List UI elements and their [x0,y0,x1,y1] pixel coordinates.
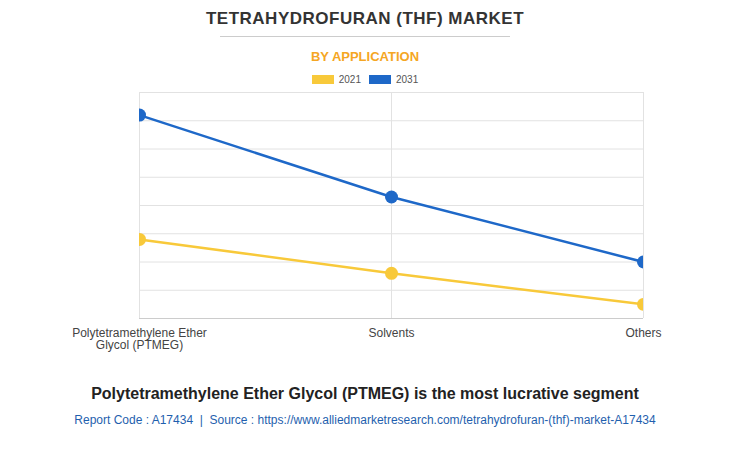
html-text:2031: 2031 [396,73,419,85]
html-text:BY APPLICATION: BY APPLICATION [310,49,419,64]
html-text:2021: 2021 [338,73,361,85]
svg-text:Polytetramethylene EtherGlycol: Polytetramethylene EtherGlycol (PTMEG) [72,326,207,352]
html-text:TETRAHYDROFURAN (THF) MARKET: TETRAHYDROFURAN (THF) MARKET [206,9,524,28]
html-text:Polytetramethylene Ether Glyco: Polytetramethylene Ether Glycol (PTMEG) … [91,385,639,402]
svg-text:Solvents: Solvents [368,326,414,340]
html-text:Report Code : A17434 | Source: Report Code : A17434 | Source : https://… [74,413,656,427]
svg-text:Others: Others [625,326,661,340]
